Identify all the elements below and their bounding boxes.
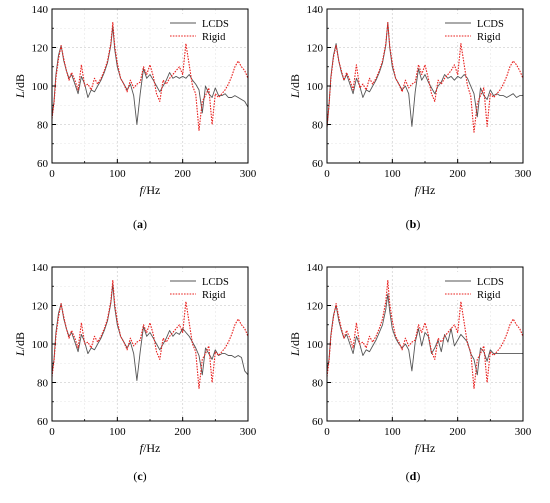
x-axis-label: f/Hz [415, 183, 436, 197]
legend-label-lcds: LCDS [202, 277, 229, 288]
chart-panel-c: 0 100 200 300 60 80 100 120 140 f/Hz L/dB LCDS Rigid [0, 258, 275, 503]
y-tick-label: 100 [307, 339, 324, 351]
series-line-rigid [326, 21, 524, 133]
legend-label-lcds: LCDS [477, 19, 504, 30]
chart-panel-d: 0 100 200 300 60 80 100 120 140 f/Hz L/dB LCDS Rigid [275, 258, 550, 503]
y-tick-label: 140 [32, 4, 49, 16]
series-line-rigid [51, 21, 249, 131]
legend-label-rigid: Rigid [202, 32, 226, 43]
series-line-lcds [51, 283, 249, 382]
x-axis-label: f/Hz [140, 183, 161, 197]
y-axis-label: L/dB [288, 74, 302, 99]
y-axis-label: L/dB [288, 332, 302, 357]
x-tick-label: 300 [515, 426, 532, 438]
x-tick-label: 300 [515, 168, 532, 180]
x-tick-label: 0 [49, 168, 55, 180]
legend-box [166, 272, 246, 300]
x-tick-label: 300 [240, 168, 257, 180]
legend-label-rigid: Rigid [477, 290, 501, 301]
x-tick-label: 0 [324, 426, 330, 438]
y-tick-label: 80 [312, 120, 324, 132]
y-tick-label: 120 [32, 43, 49, 55]
x-tick-label: 0 [49, 426, 55, 438]
legend-box [441, 272, 521, 300]
chart-svg: 0 100 200 300 60 80 100 120 140 f/Hz L/dB LCDS Rigid [288, 4, 532, 197]
chart-svg: 0 100 200 300 60 80 100 120 140 f/Hz L/dB LCDS Rigid [288, 262, 532, 455]
legend-label-rigid: Rigid [477, 32, 501, 43]
x-axis-label: f/Hz [140, 441, 161, 455]
caption-c: (c) [133, 469, 147, 483]
y-tick-label: 60 [37, 416, 49, 428]
chart-panel-a: 0 100 200 300 60 80 100 120 140 f/Hz L/dB LCDS Rigid [0, 0, 275, 245]
x-tick-label: 100 [109, 426, 126, 438]
x-tick-label: 200 [449, 168, 466, 180]
x-tick-label: 100 [109, 168, 126, 180]
y-tick-label: 120 [307, 43, 324, 55]
legend-box [441, 14, 521, 42]
y-tick-label: 100 [307, 81, 324, 93]
series-line-rigid [326, 279, 524, 389]
chart-svg: 0 100 200 300 60 80 100 120 140 f/Hz L/dB LCDS Rigid [13, 262, 257, 455]
y-tick-label: 140 [32, 262, 49, 274]
y-tick-label: 100 [32, 339, 49, 351]
legend-box [166, 14, 246, 42]
y-axis-label: L/dB [13, 74, 27, 99]
x-tick-label: 200 [174, 168, 191, 180]
caption-d: (d) [405, 469, 421, 483]
y-tick-label: 60 [37, 158, 49, 170]
y-tick-label: 60 [312, 158, 324, 170]
y-tick-label: 60 [312, 416, 324, 428]
x-tick-label: 300 [240, 426, 257, 438]
y-tick-label: 120 [32, 301, 49, 313]
series-line-lcds [326, 22, 523, 129]
x-tick-label: 0 [324, 168, 330, 180]
y-tick-label: 140 [307, 4, 324, 16]
series-line-rigid [51, 279, 249, 389]
y-tick-label: 140 [307, 262, 324, 274]
y-tick-label: 80 [37, 378, 49, 390]
y-axis-label: L/dB [13, 332, 27, 357]
legend-label-lcds: LCDS [477, 277, 504, 288]
caption-a: (a) [133, 217, 147, 231]
legend-label-lcds: LCDS [202, 19, 229, 30]
x-tick-label: 100 [384, 426, 401, 438]
caption-b: (b) [405, 217, 421, 231]
y-tick-label: 100 [32, 81, 49, 93]
y-tick-label: 80 [37, 120, 49, 132]
chart-panel-b: 0 100 200 300 60 80 100 120 140 f/Hz L/dB LCDS Rigid [275, 0, 550, 245]
x-axis-label: f/Hz [415, 441, 436, 455]
series-line-lcds [51, 25, 249, 125]
y-tick-label: 80 [312, 378, 324, 390]
chart-svg: 0 100 200 300 60 80 100 120 140 f/Hz L/dB LCDS Rigid [13, 4, 257, 197]
x-tick-label: 200 [174, 426, 191, 438]
legend-label-rigid: Rigid [202, 290, 226, 301]
x-tick-label: 100 [384, 168, 401, 180]
y-tick-label: 120 [307, 301, 324, 313]
x-tick-label: 200 [449, 426, 466, 438]
series-line-lcds [326, 293, 523, 376]
